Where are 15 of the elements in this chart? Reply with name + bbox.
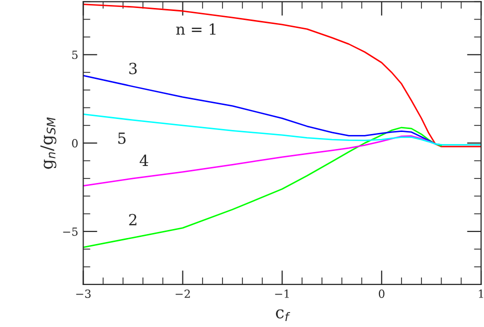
x-tick-label: −2	[176, 290, 190, 298]
y-tick-label: −5	[63, 228, 78, 236]
series-label: 3	[129, 62, 137, 74]
x-tick-label: −1	[275, 290, 289, 298]
x-tick-label: 0	[378, 290, 384, 298]
series-label: 2	[129, 214, 136, 226]
series-label: n = 1	[176, 23, 216, 35]
x-tick-label: 1	[478, 290, 484, 298]
y-tick-label: 0	[72, 139, 78, 148]
y-axis-title: g$_{n}$/g$_{SM}$	[40, 117, 56, 169]
series-label: 5	[118, 132, 126, 144]
x-tick-label: −3	[76, 290, 91, 298]
y-tick-label: 5	[72, 50, 78, 60]
x-axis-title: c$_{f}$	[276, 309, 290, 321]
series-label: 4	[140, 154, 148, 166]
